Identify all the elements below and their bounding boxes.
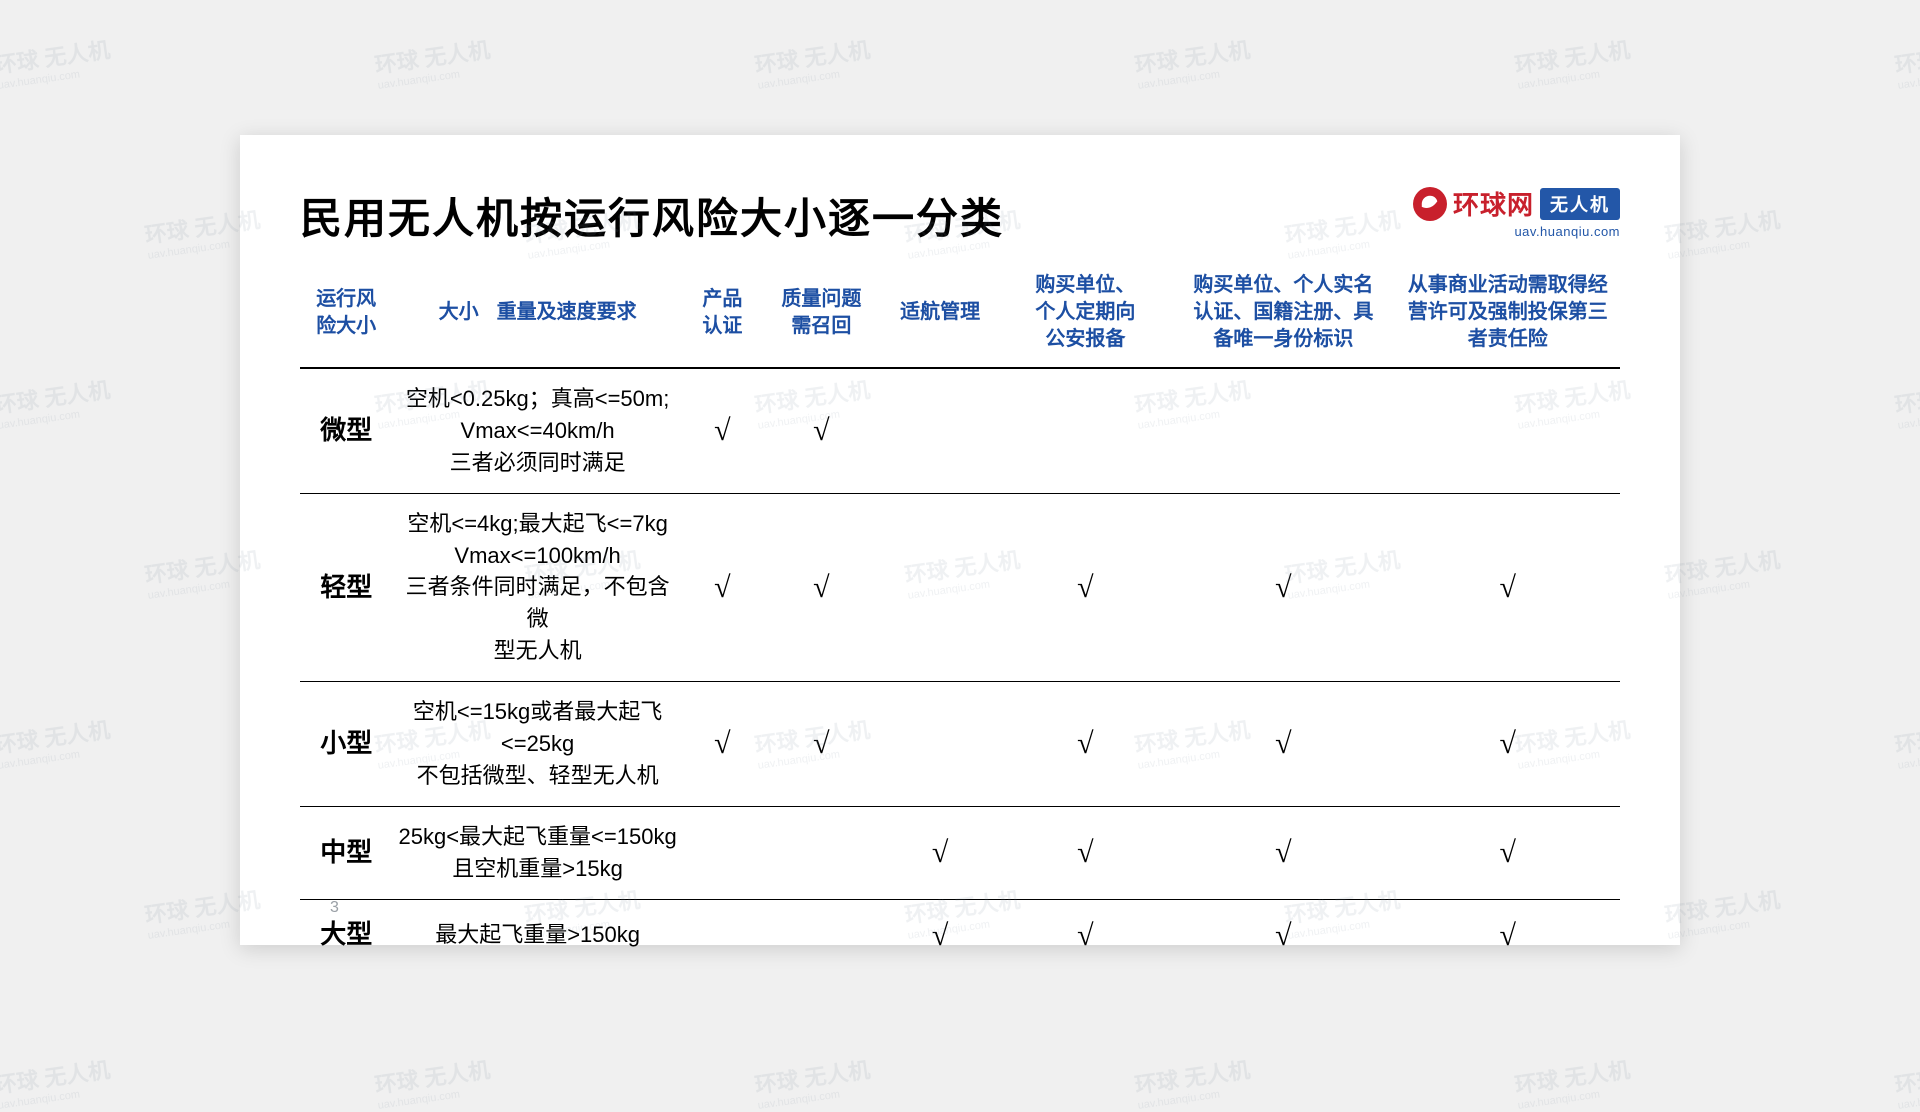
column-header: 从事商业活动需取得经营许可及强制投保第三者责任险 xyxy=(1396,264,1620,368)
watermark: 环球 无人机uav.huanqiu.com xyxy=(1893,712,1920,772)
column-header: 大小重量及速度要求 xyxy=(392,264,682,368)
row-description: 25kg<最大起飞重量<=150kg且空机重量>15kg xyxy=(392,806,682,899)
check-cell: √ xyxy=(683,493,762,681)
logo-text: 环球网 xyxy=(1453,185,1534,222)
watermark: 环球 无人机uav.huanqiu.com xyxy=(1663,202,1784,262)
watermark: 环球 无人机uav.huanqiu.com xyxy=(0,32,114,92)
check-cell: √ xyxy=(1000,493,1172,681)
check-cell xyxy=(762,899,881,971)
watermark: 环球 无人机uav.huanqiu.com xyxy=(1513,32,1634,92)
brand-logo: 环球网 无人机 uav.huanqiu.com xyxy=(1413,185,1620,239)
table-row: 微型空机<0.25kg；真高<=50m;Vmax<=40km/h三者必须同时满足… xyxy=(300,368,1620,493)
check-cell xyxy=(762,806,881,899)
watermark: 环球 无人机uav.huanqiu.com xyxy=(1133,32,1254,92)
check-cell: √ xyxy=(762,368,881,493)
column-header: 购买单位、个人定期向公安报备 xyxy=(1000,264,1172,368)
check-cell: √ xyxy=(762,493,881,681)
row-label: 中型 xyxy=(300,806,392,899)
row-label: 轻型 xyxy=(300,493,392,681)
globe-icon xyxy=(1413,187,1447,221)
table-row: 中型25kg<最大起飞重量<=150kg且空机重量>15kg√√√√ xyxy=(300,806,1620,899)
row-description: 空机<=15kg或者最大起飞<=25kg不包括微型、轻型无人机 xyxy=(392,682,682,807)
check-cell: √ xyxy=(1171,899,1395,971)
logo-url: uav.huanqiu.com xyxy=(1514,224,1620,239)
slide-header: 民用无人机按运行风险大小逐一分类 环球网 无人机 uav.huanqiu.com xyxy=(300,185,1620,246)
check-cell xyxy=(1171,368,1395,493)
check-cell: √ xyxy=(683,682,762,807)
classification-table: 运行风险大小大小重量及速度要求产品认证质量问题需召回适航管理购买单位、个人定期向… xyxy=(300,264,1620,971)
watermark: 环球 无人机uav.huanqiu.com xyxy=(753,32,874,92)
column-header: 产品认证 xyxy=(683,264,762,368)
check-cell xyxy=(881,493,1000,681)
check-cell xyxy=(683,899,762,971)
watermark: 环球 无人机uav.huanqiu.com xyxy=(1893,32,1920,92)
check-cell: √ xyxy=(1000,682,1172,807)
slide: 民用无人机按运行风险大小逐一分类 环球网 无人机 uav.huanqiu.com… xyxy=(240,135,1680,945)
logo-badge: 无人机 xyxy=(1540,188,1620,220)
watermark: 环球 无人机uav.huanqiu.com xyxy=(0,1052,114,1112)
watermark: 环球 无人机uav.huanqiu.com xyxy=(1893,1052,1920,1112)
row-description: 空机<0.25kg；真高<=50m;Vmax<=40km/h三者必须同时满足 xyxy=(392,368,682,493)
check-cell xyxy=(1396,368,1620,493)
row-description: 最大起飞重量>150kg xyxy=(392,899,682,971)
check-cell: √ xyxy=(881,806,1000,899)
check-cell xyxy=(881,368,1000,493)
check-cell: √ xyxy=(881,899,1000,971)
check-cell: √ xyxy=(683,368,762,493)
check-cell: √ xyxy=(1396,806,1620,899)
watermark: 环球 无人机uav.huanqiu.com xyxy=(753,1052,874,1112)
check-cell: √ xyxy=(762,682,881,807)
watermark: 环球 无人机uav.huanqiu.com xyxy=(1133,1052,1254,1112)
check-cell: √ xyxy=(1171,493,1395,681)
table-head: 运行风险大小大小重量及速度要求产品认证质量问题需召回适航管理购买单位、个人定期向… xyxy=(300,264,1620,368)
table-row: 大型最大起飞重量>150kg√√√√ xyxy=(300,899,1620,971)
row-label: 大型 xyxy=(300,899,392,971)
column-header: 运行风险大小 xyxy=(300,264,392,368)
check-cell: √ xyxy=(1171,682,1395,807)
page-number: 3 xyxy=(330,899,339,917)
watermark: 环球 无人机uav.huanqiu.com xyxy=(373,1052,494,1112)
row-description: 空机<=4kg;最大起飞<=7kgVmax<=100km/h三者条件同时满足，不… xyxy=(392,493,682,681)
page-title: 民用无人机按运行风险大小逐一分类 xyxy=(300,185,1004,246)
watermark: 环球 无人机uav.huanqiu.com xyxy=(1663,542,1784,602)
column-header: 质量问题需召回 xyxy=(762,264,881,368)
check-cell xyxy=(881,682,1000,807)
table-body: 微型空机<0.25kg；真高<=50m;Vmax<=40km/h三者必须同时满足… xyxy=(300,368,1620,971)
check-cell: √ xyxy=(1396,493,1620,681)
watermark: 环球 无人机uav.huanqiu.com xyxy=(1663,882,1784,942)
row-label: 小型 xyxy=(300,682,392,807)
column-header: 适航管理 xyxy=(881,264,1000,368)
watermark: 环球 无人机uav.huanqiu.com xyxy=(1513,1052,1634,1112)
watermark: 环球 无人机uav.huanqiu.com xyxy=(373,32,494,92)
check-cell xyxy=(683,806,762,899)
table-row: 轻型空机<=4kg;最大起飞<=7kgVmax<=100km/h三者条件同时满足… xyxy=(300,493,1620,681)
check-cell xyxy=(1000,368,1172,493)
check-cell: √ xyxy=(1000,899,1172,971)
watermark: 环球 无人机uav.huanqiu.com xyxy=(1893,372,1920,432)
column-header: 购买单位、个人实名认证、国籍注册、具备唯一身份标识 xyxy=(1171,264,1395,368)
check-cell: √ xyxy=(1396,682,1620,807)
check-cell: √ xyxy=(1171,806,1395,899)
watermark: 环球 无人机uav.huanqiu.com xyxy=(0,712,114,772)
check-cell: √ xyxy=(1000,806,1172,899)
check-cell: √ xyxy=(1396,899,1620,971)
table-row: 小型空机<=15kg或者最大起飞<=25kg不包括微型、轻型无人机√√√√√ xyxy=(300,682,1620,807)
watermark: 环球 无人机uav.huanqiu.com xyxy=(0,372,114,432)
row-label: 微型 xyxy=(300,368,392,493)
